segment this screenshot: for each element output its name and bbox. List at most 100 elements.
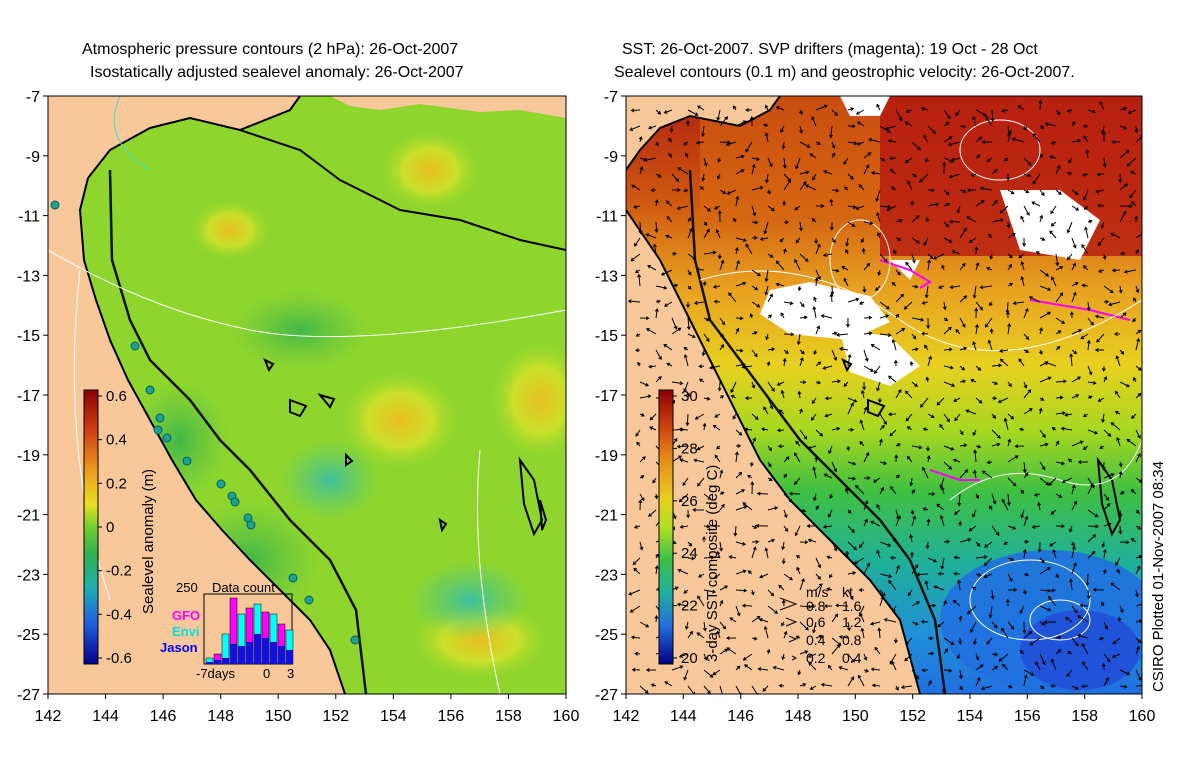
velocity-arrow bbox=[991, 218, 1004, 223]
velocity-arrow bbox=[911, 284, 919, 289]
velocity-arrow bbox=[703, 555, 715, 560]
velocity-arrow bbox=[1039, 397, 1045, 401]
velocity-arrow bbox=[1069, 353, 1074, 367]
velocity-arrow bbox=[923, 134, 929, 143]
velocity-arrow bbox=[1035, 661, 1041, 671]
velocity-arrow bbox=[1023, 674, 1028, 687]
velocity-arrow bbox=[1135, 525, 1142, 530]
velocity-arrow bbox=[959, 429, 964, 436]
velocity-arrow bbox=[687, 285, 692, 290]
velocity-arrow bbox=[991, 652, 999, 657]
velocity-arrow bbox=[1087, 365, 1093, 376]
velocity-arrow bbox=[823, 604, 833, 609]
velocity-arrow bbox=[643, 157, 657, 162]
velocity-arrow bbox=[847, 427, 855, 432]
velocity-arrow bbox=[1119, 251, 1126, 256]
velocity-arrow bbox=[676, 444, 689, 449]
velocity-arrow bbox=[1087, 395, 1093, 400]
velocity-arrow bbox=[1087, 509, 1099, 518]
velocity-arrow bbox=[926, 455, 931, 463]
velocity-arrow bbox=[725, 141, 737, 147]
velocity-arrow bbox=[991, 442, 1001, 447]
velocity-arrow bbox=[904, 653, 913, 662]
velocity-arrow bbox=[1103, 429, 1112, 437]
velocity-arrow bbox=[1119, 669, 1131, 676]
velocity-arrow bbox=[877, 397, 882, 404]
velocity-arrow bbox=[1110, 232, 1121, 239]
velocity-arrow bbox=[872, 477, 881, 483]
velocity-arrow bbox=[943, 121, 950, 127]
velocity-arrow bbox=[716, 630, 721, 639]
velocity-arrow bbox=[1103, 473, 1115, 479]
velocity-arrow bbox=[783, 179, 792, 191]
velocity-arrow bbox=[664, 681, 673, 687]
velocity-arrow bbox=[820, 682, 833, 687]
velocity-arrow bbox=[943, 637, 955, 645]
velocity-arrow bbox=[775, 106, 785, 111]
velocity-arrow bbox=[895, 269, 901, 276]
velocity-arrow bbox=[991, 621, 998, 629]
velocity-arrow bbox=[1129, 170, 1137, 175]
velocity-arrow bbox=[959, 685, 963, 691]
velocity-arrow bbox=[1023, 173, 1032, 178]
velocity-arrow bbox=[751, 157, 760, 161]
velocity-arrow bbox=[719, 503, 725, 511]
velocity-arrow bbox=[943, 317, 949, 322]
velocity-arrow bbox=[927, 603, 937, 608]
velocity-arrow bbox=[639, 166, 644, 175]
velocity-arrow bbox=[927, 259, 932, 271]
velocity-arrow bbox=[1055, 573, 1059, 579]
lat-tick-label: -7 bbox=[26, 89, 40, 106]
velocity-arrow bbox=[1126, 438, 1137, 447]
velocity-arrow bbox=[717, 381, 722, 392]
velocity-arrow bbox=[879, 157, 886, 162]
velocity-arrow bbox=[847, 124, 856, 129]
velocity-arrow bbox=[1039, 269, 1050, 277]
velocity-arrow bbox=[630, 635, 641, 640]
velocity-arrow bbox=[1043, 620, 1057, 625]
velocity-arrow bbox=[1135, 589, 1139, 598]
velocity-arrow bbox=[989, 301, 993, 307]
velocity-arrow bbox=[1039, 685, 1045, 689]
velocity-arrow bbox=[847, 621, 851, 632]
velocity-arrow bbox=[911, 237, 921, 244]
velocity-arrow bbox=[735, 281, 747, 287]
velocity-arrow bbox=[843, 381, 849, 387]
velocity-arrow bbox=[958, 669, 963, 680]
velocity-arrow bbox=[1055, 253, 1060, 267]
velocity-arrow bbox=[959, 189, 967, 194]
velocity-arrow bbox=[953, 571, 961, 576]
velocity-arrow bbox=[799, 181, 807, 191]
velocity-arrow bbox=[966, 216, 977, 223]
velocity-arrow bbox=[974, 246, 979, 255]
velocity-arrow bbox=[703, 228, 710, 239]
velocity-arrow bbox=[782, 157, 787, 169]
velocity-arrow bbox=[716, 550, 721, 559]
velocity-arrow bbox=[1023, 539, 1030, 544]
velocity-arrow bbox=[1119, 684, 1128, 689]
velocity-arrow bbox=[799, 650, 809, 655]
velocity-arrow bbox=[1123, 269, 1137, 274]
velocity-arrow bbox=[719, 541, 723, 552]
velocity-arrow bbox=[907, 589, 913, 597]
velocity-arrow bbox=[986, 266, 993, 271]
velocity-arrow bbox=[742, 653, 753, 661]
velocity-arrow bbox=[829, 493, 833, 499]
velocity-arrow bbox=[936, 503, 945, 511]
lon-tick-label: 156 bbox=[438, 708, 465, 725]
velocity-arrow bbox=[863, 562, 871, 575]
velocity-arrow bbox=[1019, 605, 1025, 615]
velocity-arrow bbox=[1097, 203, 1105, 208]
velocity-arrow bbox=[953, 509, 961, 515]
velocity-arrow bbox=[669, 125, 674, 133]
velocity-arrow bbox=[1085, 573, 1090, 587]
velocity-arrow bbox=[1080, 684, 1089, 689]
velocity-arrow bbox=[1001, 108, 1009, 113]
velocity-arrow bbox=[1023, 389, 1032, 399]
velocity-arrow bbox=[1014, 444, 1025, 449]
velocity-arrow bbox=[1050, 684, 1057, 688]
velocity-arrow bbox=[751, 235, 758, 240]
velocity-arrow bbox=[764, 547, 769, 559]
velocity-arrow bbox=[735, 259, 740, 271]
velocity-arrow bbox=[984, 541, 993, 548]
